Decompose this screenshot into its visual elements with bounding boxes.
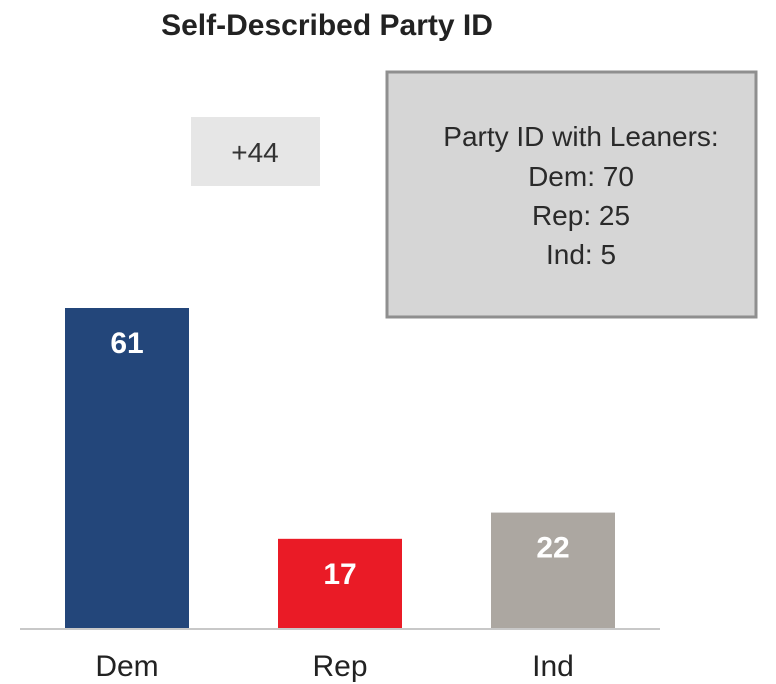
leaners-note-ind: Ind: 5 — [546, 239, 616, 270]
leaners-note-box — [385, 70, 758, 319]
leaners-note-dem: Dem: 70 — [528, 161, 634, 192]
bar-value-ind: 22 — [536, 532, 569, 565]
bar-ind — [491, 512, 615, 628]
bar-value-rep: 17 — [323, 558, 356, 591]
leaners-note: Party ID with Leaners: Dem: 70 Rep: 25 I… — [385, 70, 758, 319]
category-label-rep: Rep — [312, 650, 367, 683]
leaners-note-rep: Rep: 25 — [532, 200, 630, 231]
category-label-ind: Ind — [532, 650, 574, 683]
category-label-dem: Dem — [95, 650, 158, 683]
leaners-note-heading: Party ID with Leaners: — [443, 121, 718, 152]
bars: 61 17 22 — [65, 308, 615, 628]
bar-dem — [65, 308, 189, 628]
difference-box — [191, 117, 320, 186]
category-labels: Dem Rep Ind — [95, 650, 574, 683]
difference-value: +44 — [231, 137, 279, 168]
bar-rep — [278, 538, 402, 628]
chart-title: Self-Described Party ID — [161, 9, 493, 42]
difference-annotation: +44 — [191, 117, 320, 186]
bar-value-dem: 61 — [110, 327, 143, 360]
